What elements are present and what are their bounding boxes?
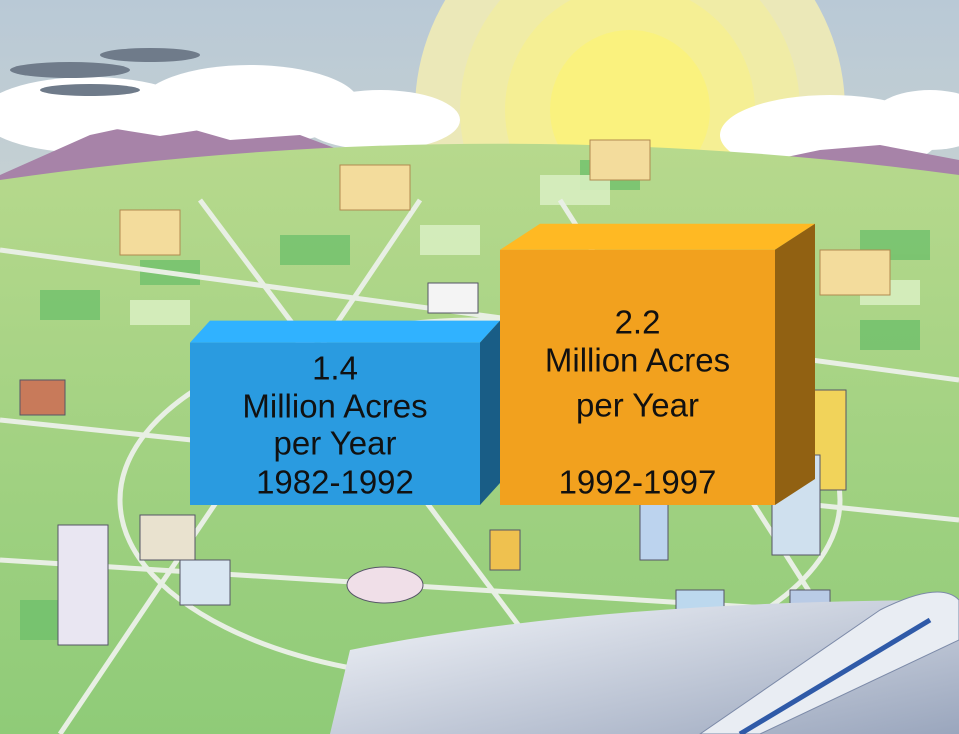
bar	[190, 342, 480, 505]
unit-label: Million Acres	[242, 387, 427, 424]
box-side	[480, 320, 500, 505]
category-label: 1992-1997	[559, 464, 717, 501]
value-label: 2.2	[615, 304, 661, 341]
category-label: 1982-1992	[256, 464, 414, 501]
bar	[500, 249, 775, 505]
box-side	[775, 223, 815, 506]
box-top	[190, 320, 500, 343]
box-top	[500, 223, 815, 250]
unit-label: Million Acres	[545, 342, 730, 379]
unit-label: per Year	[576, 387, 699, 424]
value-label: 1.4	[312, 349, 358, 386]
unit-label: per Year	[274, 424, 397, 461]
